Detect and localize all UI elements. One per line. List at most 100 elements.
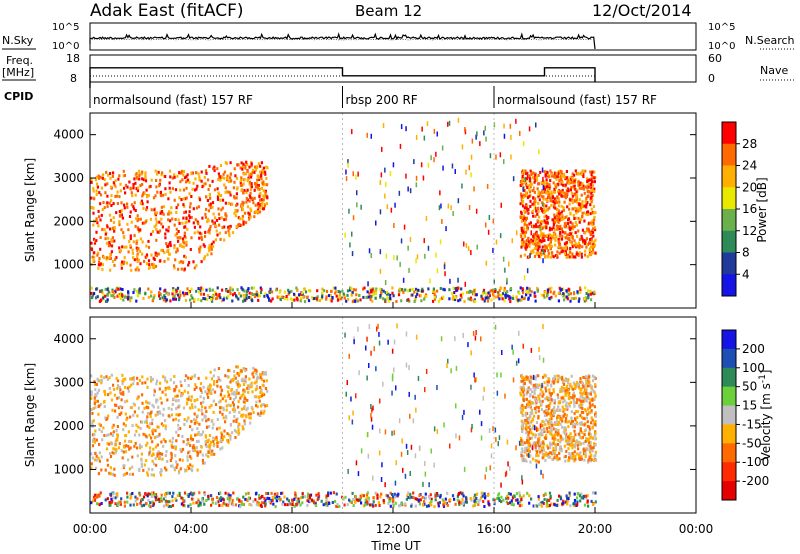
echo-cell bbox=[93, 440, 96, 444]
echo-cell bbox=[532, 424, 535, 428]
echo-cell bbox=[556, 208, 559, 212]
echo-cell bbox=[415, 134, 418, 140]
echo-cell bbox=[524, 169, 527, 173]
echo-cell bbox=[147, 245, 151, 249]
echo-cell bbox=[524, 171, 527, 175]
echo-cell bbox=[242, 413, 245, 417]
echo-cell bbox=[211, 497, 214, 501]
echo-cell bbox=[582, 172, 585, 176]
echo-cell bbox=[562, 292, 565, 296]
echo-cell bbox=[132, 402, 135, 406]
echo-cell bbox=[176, 174, 179, 178]
echo-cell bbox=[238, 217, 242, 221]
echo-cell bbox=[100, 502, 103, 505]
echo-cell bbox=[233, 410, 236, 414]
echo-cell bbox=[575, 172, 578, 176]
echo-cell bbox=[574, 209, 578, 213]
echo-cell bbox=[594, 414, 598, 418]
echo-cell bbox=[546, 171, 549, 175]
echo-cell bbox=[569, 255, 572, 259]
echo-cell bbox=[263, 202, 267, 206]
echo-cell bbox=[155, 179, 158, 182]
echo-cell bbox=[534, 173, 537, 177]
echo-cell bbox=[542, 375, 545, 379]
echo-cell bbox=[562, 414, 565, 418]
echo-cell bbox=[194, 433, 197, 437]
echo-cell bbox=[218, 175, 221, 179]
echo-cell bbox=[408, 267, 410, 273]
echo-cell bbox=[442, 287, 445, 291]
echo-cell bbox=[128, 472, 131, 476]
echo-cell bbox=[241, 287, 244, 291]
echo-cell bbox=[574, 221, 577, 224]
echo-cell bbox=[163, 251, 166, 255]
echo-cell bbox=[354, 288, 357, 292]
echo-cell bbox=[553, 451, 556, 455]
echo-cell bbox=[548, 499, 551, 502]
echo-cell bbox=[160, 469, 163, 473]
echo-cell bbox=[409, 188, 412, 194]
echo-cell bbox=[536, 206, 539, 210]
echo-cell bbox=[519, 184, 522, 187]
echo-cell bbox=[568, 493, 571, 497]
echo-cell bbox=[98, 443, 101, 446]
echo-cell bbox=[433, 128, 436, 134]
echo-cell bbox=[523, 244, 526, 248]
echo-cell bbox=[131, 251, 134, 255]
echo-cell bbox=[355, 174, 357, 180]
echo-cell bbox=[557, 401, 560, 405]
echo-cell bbox=[208, 227, 212, 231]
echo-cell bbox=[307, 299, 311, 303]
echo-cell bbox=[593, 398, 596, 402]
echo-cell bbox=[400, 238, 403, 244]
echo-cell bbox=[235, 388, 238, 392]
echo-cell bbox=[402, 290, 405, 294]
echo-cell bbox=[157, 170, 160, 174]
echo-cell bbox=[247, 295, 251, 299]
echo-cell bbox=[224, 161, 227, 165]
echo-cell bbox=[531, 239, 535, 243]
echo-cell bbox=[573, 184, 576, 188]
echo-cell bbox=[538, 397, 541, 401]
echo-cell bbox=[145, 188, 148, 192]
echo-cell bbox=[155, 252, 158, 256]
echo-cell bbox=[374, 491, 377, 495]
echo-cell bbox=[136, 257, 139, 261]
echo-cell bbox=[519, 254, 522, 258]
echo-cell bbox=[585, 229, 589, 233]
echo-cell bbox=[255, 293, 258, 297]
echo-cell bbox=[552, 412, 555, 416]
echo-cell bbox=[588, 182, 591, 186]
echo-cell bbox=[523, 441, 526, 445]
echo-cell bbox=[163, 294, 166, 298]
echo-cell bbox=[96, 391, 99, 395]
echo-cell bbox=[548, 426, 551, 430]
echo-cell bbox=[317, 494, 321, 498]
echo-cell bbox=[128, 447, 131, 451]
echo-cell bbox=[549, 414, 552, 418]
echo-cell bbox=[193, 449, 196, 453]
echo-cell bbox=[433, 293, 436, 296]
echo-cell bbox=[543, 187, 546, 191]
echo-cell bbox=[325, 297, 328, 301]
echo-cell bbox=[227, 225, 230, 229]
echo-cell bbox=[245, 190, 248, 194]
echo-cell bbox=[234, 174, 237, 178]
echo-cell bbox=[578, 297, 581, 301]
echo-cell bbox=[170, 413, 174, 417]
echo-cell bbox=[565, 401, 568, 405]
echo-cell bbox=[204, 443, 208, 447]
echo-cell bbox=[127, 250, 130, 254]
echo-cell bbox=[548, 183, 551, 187]
echo-cell bbox=[545, 502, 548, 506]
echo-cell bbox=[298, 293, 301, 297]
echo-cell bbox=[175, 439, 178, 443]
echo-cell bbox=[451, 494, 455, 498]
echo-cell bbox=[135, 246, 138, 250]
echo-cell bbox=[397, 492, 400, 496]
echo-cell bbox=[543, 414, 547, 418]
echo-cell bbox=[540, 428, 543, 432]
echo-cell bbox=[370, 290, 373, 294]
echo-cell bbox=[518, 291, 521, 295]
echo-cell bbox=[546, 395, 549, 399]
